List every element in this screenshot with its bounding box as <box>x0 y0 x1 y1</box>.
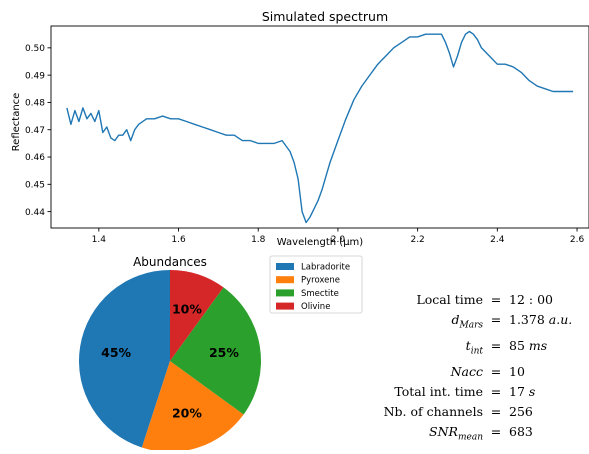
parameter-equals: = <box>490 311 502 327</box>
parameter-equals: = <box>490 292 502 307</box>
legend-swatch-labradorite <box>276 263 294 270</box>
x-tick-label: 1.6 <box>171 235 186 245</box>
y-tick-label: 0.46 <box>25 153 45 163</box>
parameter-row: SNRmean = 683 <box>372 422 587 448</box>
pie-legend: Labradorite Pyroxene Smectite Olivine <box>269 255 363 314</box>
spectrum-chart: Simulated spectrum 0.440.450.460.470.480… <box>11 9 589 248</box>
pie-slice-smectite <box>170 287 262 415</box>
parameter-value: 17 s <box>509 384 536 400</box>
parameter-label: Nacc <box>450 364 483 380</box>
abundances-pie-chart: Abundances 45% 20% 25% 10% <box>78 255 262 453</box>
x-tick-label: 2.6 <box>570 235 585 245</box>
parameter-label: Total int. time <box>394 384 483 400</box>
parameter-equals: = <box>490 423 502 439</box>
parameter-value: 85 ms <box>509 338 548 354</box>
parameter-row: Local time = 12 : 00 <box>372 290 587 310</box>
x-tick-label: 1.4 <box>92 235 107 245</box>
pie-slice-labradorite <box>78 270 170 448</box>
parameter-row: Total int. time = 17 s <box>372 382 587 402</box>
parameter-value: 10 <box>509 364 525 380</box>
y-tick-label: 0.44 <box>25 208 45 218</box>
y-axis-label: Reflectance <box>11 93 22 152</box>
x-tick-label: 2.0 <box>331 235 346 245</box>
legend-label-labradorite: Labradorite <box>301 263 350 273</box>
legend-label-olivine: Olivine <box>301 302 330 312</box>
pie-label-smectite: 25% <box>209 345 239 360</box>
legend-label-pyroxene: Pyroxene <box>301 276 340 286</box>
x-tick-label: 1.8 <box>251 235 266 245</box>
parameter-label: Local time <box>416 292 483 307</box>
spectrum-title: Simulated spectrum <box>262 9 388 24</box>
pie-label-labradorite: 45% <box>101 345 131 360</box>
pie-slice-labels: 45% 20% 25% 10% <box>101 302 239 421</box>
y-tick-label: 0.48 <box>25 99 45 109</box>
legend-swatch-smectite <box>276 289 294 297</box>
x-axis-label: Wavelength (µm) <box>277 237 364 248</box>
acquisition-parameters: Local time = 12 : 00 dMars = 1.378 a.u. tint = 8… <box>372 290 587 448</box>
parameter-value: 256 <box>509 403 533 419</box>
y-tick-label: 0.47 <box>25 126 45 136</box>
legend-items: Labradorite Pyroxene Smectite Olivine <box>276 263 350 312</box>
pie-title: Abundances <box>133 255 207 269</box>
parameter-label: Nb. of channels <box>383 403 483 419</box>
x-tick-label: 2.4 <box>490 235 505 245</box>
legend-swatch-olivine <box>276 302 294 310</box>
parameter-value: 683 <box>509 423 533 439</box>
parameter-row: tint = 85 ms <box>372 336 587 362</box>
parameter-value: 1.378 a.u. <box>509 311 573 327</box>
legend-frame <box>269 255 363 314</box>
pie-label-pyroxene: 20% <box>172 405 202 420</box>
pie-label-olivine: 10% <box>172 302 202 317</box>
parameter-equals: = <box>490 364 502 380</box>
parameter-equals: = <box>490 338 502 354</box>
pie-slice-pyroxene <box>141 361 244 453</box>
parameter-label: dMars <box>451 311 483 331</box>
parameter-equals: = <box>490 403 502 419</box>
parameter-label: SNRmean <box>429 423 483 443</box>
spectrum-line <box>66 30 574 224</box>
legend-swatch-pyroxene <box>276 276 294 284</box>
pie-slices <box>78 270 262 453</box>
y-tick-label: 0.45 <box>25 181 45 191</box>
parameter-row: Nacc = 10 <box>372 362 587 382</box>
x-axis-ticks: 1.4 1.6 1.8 2.0 2.2 2.4 2.6 <box>92 228 585 245</box>
spectrum-plot-frame <box>50 25 589 229</box>
parameter-row: dMars = 1.378 a.u. <box>372 310 587 336</box>
y-tick-label: 0.49 <box>25 71 45 81</box>
x-tick-label: 2.2 <box>410 235 424 245</box>
y-axis-ticks: 0.44 0.45 0.46 0.47 0.48 0.49 0.50 <box>25 44 51 218</box>
legend-label-smectite: Smectite <box>301 289 339 299</box>
parameter-label: tint <box>465 338 483 357</box>
parameter-row: Nb. of channels = 256 <box>372 402 587 422</box>
pie-slice-olivine <box>170 270 224 361</box>
parameter-equals: = <box>490 384 502 400</box>
y-tick-label: 0.50 <box>25 44 45 54</box>
parameter-value: 12 : 00 <box>509 292 553 307</box>
